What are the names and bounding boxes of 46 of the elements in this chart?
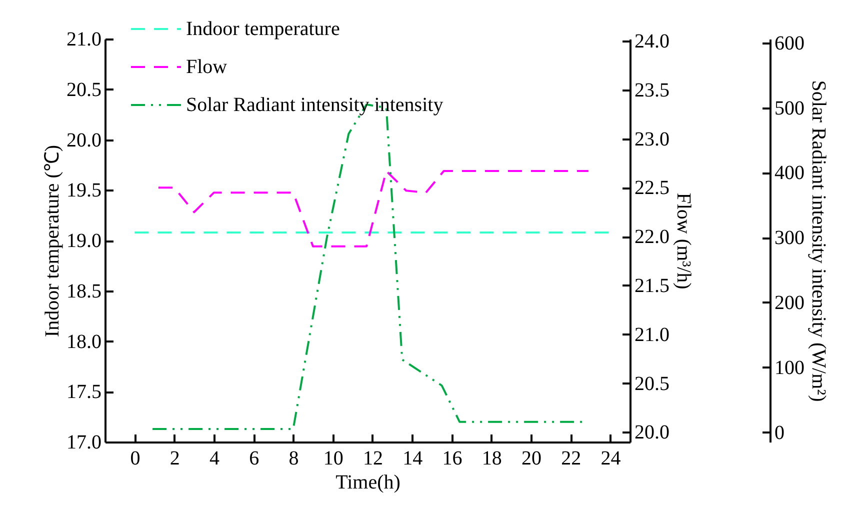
y3-tick-label: 600: [774, 32, 804, 54]
y2-tick-label: 23.0: [634, 128, 670, 150]
x-tick-label: 24: [600, 448, 621, 470]
x-tick-label: 22: [561, 448, 582, 470]
y-tick-label: 18.0: [66, 330, 102, 353]
x-tick-label: 0: [130, 448, 140, 470]
y2-tick-label: 21.0: [634, 324, 670, 346]
x-axis-title: Time(h): [336, 472, 400, 494]
y2-tick-label: 23.5: [634, 79, 670, 102]
x-tick-label: 2: [170, 448, 180, 470]
y-tick-label: 19.0: [66, 230, 102, 252]
y-tick-label: 20.5: [66, 78, 102, 101]
x-tick-label: 14: [402, 448, 423, 470]
line-series: [157, 170, 590, 248]
y-tick-label: 20.0: [66, 129, 102, 152]
x-tick-label: 6: [249, 448, 260, 470]
x-tick-label: 16: [442, 448, 462, 470]
y-axis-title: Indoor temperature (℃): [42, 144, 64, 338]
legend-label: Flow: [186, 56, 228, 78]
y2-tick-label: 20.5: [634, 372, 670, 395]
y-tick-label: 21.0: [66, 28, 102, 50]
y3-tick-label: 0: [774, 422, 784, 444]
y2-tick-label: 22.5: [634, 177, 670, 200]
y2-tick-label: 20.0: [634, 422, 670, 444]
y2-tick-label: 21.5: [634, 274, 670, 297]
y3-tick-label: 300: [774, 227, 804, 250]
x-tick-label: 18: [482, 448, 502, 470]
y2-tick-label: 22.0: [634, 226, 670, 248]
y2-tick-label: 24.0: [634, 30, 670, 52]
x-tick-label: 20: [521, 448, 542, 470]
x-tick-label: 12: [362, 448, 383, 470]
y3-tick-label: 500: [774, 97, 804, 120]
y-tick-label: 17.5: [66, 381, 102, 404]
y-tick-label: 17.0: [66, 432, 102, 454]
x-tick-label: 4: [209, 448, 220, 470]
y-tick-label: 18.5: [66, 280, 102, 302]
y2-axis-title: Flow (m³/h): [672, 192, 694, 290]
x-tick-label: 10: [323, 448, 344, 470]
y3-axis-title: Solar Radiant intensity intensity (W/m²): [808, 80, 830, 402]
y3-tick-label: 100: [774, 356, 804, 379]
x-tick-label: 8: [288, 448, 299, 470]
y3-tick-label: 400: [774, 162, 804, 184]
y3-tick-label: 200: [774, 292, 804, 314]
y-tick-label: 19.5: [66, 180, 102, 202]
legend-label: Indoor temperature: [186, 18, 340, 40]
legend-label: Solar Radiant intensity intensity: [186, 94, 444, 116]
